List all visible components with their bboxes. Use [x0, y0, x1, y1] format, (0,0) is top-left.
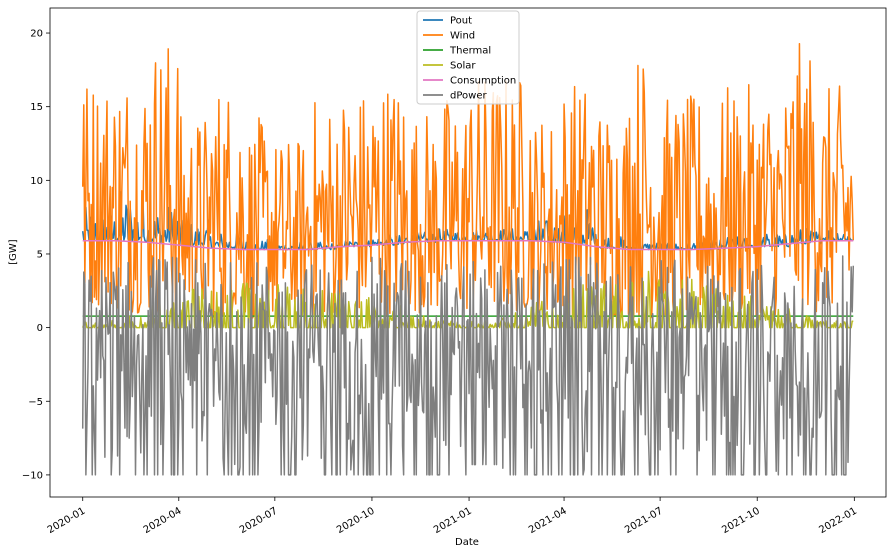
legend-label-consumption: Consumption	[450, 76, 516, 87]
series-line-consumption	[82, 239, 854, 251]
y-tick-label: 10	[30, 176, 43, 187]
legend-label-solar: Solar	[450, 61, 476, 72]
y-tick-label: 15	[30, 102, 43, 113]
legend-label-thermal: Thermal	[449, 46, 491, 57]
y-tick-label: 5	[37, 249, 43, 260]
legend: Pout Wind Thermal Solar Consumption dPower	[416, 10, 520, 105]
series-layer	[81, 42, 855, 476]
series-line-wind	[81, 42, 855, 319]
y-tick-label: −10	[22, 470, 43, 481]
legend-label-wind: Wind	[450, 31, 475, 42]
axes-frame	[49, 7, 887, 498]
x-axis-label: Date	[455, 537, 479, 548]
y-axis-label: [GW]	[8, 239, 19, 265]
series-line-dpower	[81, 255, 855, 476]
legend-label-pout: Pout	[450, 16, 472, 27]
y-axis: −10 −5 0 5 10 15 20	[22, 29, 50, 481]
y-tick-label: 20	[30, 29, 43, 40]
legend-label-dpower: dPower	[450, 91, 487, 102]
y-tick-label: −5	[28, 397, 43, 408]
y-tick-label: 0	[37, 323, 43, 334]
